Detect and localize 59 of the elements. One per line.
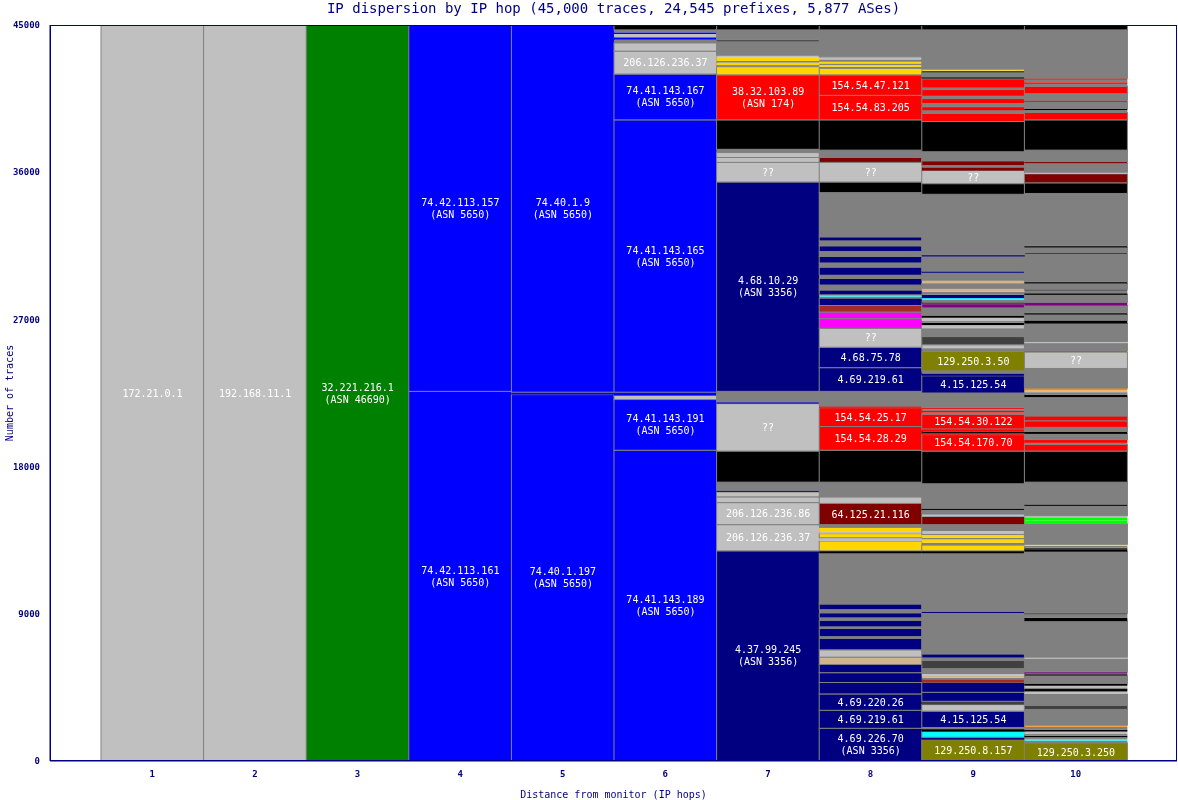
data-label: ?? xyxy=(864,166,877,178)
data-label: 4.37.99.245 (ASN 3356) xyxy=(734,644,802,668)
x-tick-label: 2 xyxy=(252,769,258,780)
y-tick-label: 45000 xyxy=(12,20,40,31)
x-tick-label: 10 xyxy=(1070,769,1082,780)
data-label: 172.21.0.1 xyxy=(122,387,183,399)
data-label: ?? xyxy=(864,332,877,344)
data-label: 4.68.75.78 xyxy=(840,351,901,363)
data-label: 154.54.170.70 xyxy=(934,437,1013,449)
x-tick-label: 7 xyxy=(765,769,771,780)
data-label: 74.40.1.197 (ASN 5650) xyxy=(529,566,597,590)
data-label: 4.68.10.29 (ASN 3356) xyxy=(737,275,799,299)
data-label: 74.42.113.161 (ASN 5650) xyxy=(421,564,500,588)
data-label: 154.54.83.205 xyxy=(831,102,910,114)
data-label: 4.15.125.54 xyxy=(940,378,1007,390)
data-label: 129.250.3.250 xyxy=(1036,746,1116,758)
data-label: 74.42.113.157 (ASN 5650) xyxy=(421,196,500,220)
data-label: ?? xyxy=(762,166,775,178)
x-tick-label: 5 xyxy=(559,769,566,780)
data-label: 154.54.47.121 xyxy=(831,79,910,91)
data-label: 192.168.11.1 xyxy=(218,387,292,399)
x-tick-label: 4 xyxy=(457,769,464,780)
data-label: 4.69.219.61 xyxy=(837,374,904,386)
data-label: 38.32.103.89 (ASN 174) xyxy=(731,85,805,109)
data-label: 154.54.30.122 xyxy=(934,416,1013,428)
data-label: 32.221.216.1 (ASN 46690) xyxy=(321,381,394,405)
data-label: 154.54.28.29 xyxy=(834,432,907,444)
data-label: 4.69.226.70 (ASN 3356) xyxy=(837,733,904,757)
data-label: ?? xyxy=(1069,354,1082,366)
data-label: 206.126.236.37 xyxy=(623,57,708,69)
data-label: 4.69.220.26 xyxy=(837,696,904,708)
data-label: 154.54.25.17 xyxy=(834,411,907,423)
data-label: 74.41.143.191 (ASN 5650) xyxy=(626,413,705,437)
data-label: 64.125.21.116 xyxy=(831,508,910,520)
x-tick-label: 8 xyxy=(867,769,874,780)
data-label: 129.250.3.50 xyxy=(937,355,1010,367)
y-tick-label: 36000 xyxy=(12,167,40,178)
data-label: 74.41.143.167 (ASN 5650) xyxy=(626,85,705,109)
data-label: 74.40.1.9 (ASN 5650) xyxy=(532,197,594,221)
x-axis-title: Distance from monitor (IP hops) xyxy=(520,789,707,800)
data-label: 206.126.236.86 xyxy=(725,508,811,520)
data-label: 206.126.236.37 xyxy=(725,532,811,544)
chart-title: IP dispersion by IP hop (45,000 traces, 24,545 prefixes, 5,877 ASes) xyxy=(325,0,902,17)
data-label: 129.250.8.157 xyxy=(934,744,1013,756)
data-label: 4.69.219.61 xyxy=(837,713,904,725)
x-tick-label: 1 xyxy=(149,769,156,780)
data-label: ?? xyxy=(967,171,980,183)
y-tick-label: 9000 xyxy=(18,608,40,619)
x-tick-label: 9 xyxy=(970,769,976,780)
data-label: 74.41.143.165 (ASN 5650) xyxy=(626,244,705,268)
data-label: 4.15.125.54 xyxy=(940,713,1007,725)
x-tick-label: 3 xyxy=(354,769,361,780)
y-tick-label: 18000 xyxy=(12,461,40,472)
data-label: 74.41.143.189 (ASN 5650) xyxy=(626,594,705,618)
y-axis-title: Number of traces xyxy=(3,344,15,442)
y-tick-label: 0 xyxy=(34,756,40,767)
data-label: ?? xyxy=(762,421,775,433)
x-tick-label: 6 xyxy=(662,769,669,780)
y-tick-label: 27000 xyxy=(12,314,40,325)
